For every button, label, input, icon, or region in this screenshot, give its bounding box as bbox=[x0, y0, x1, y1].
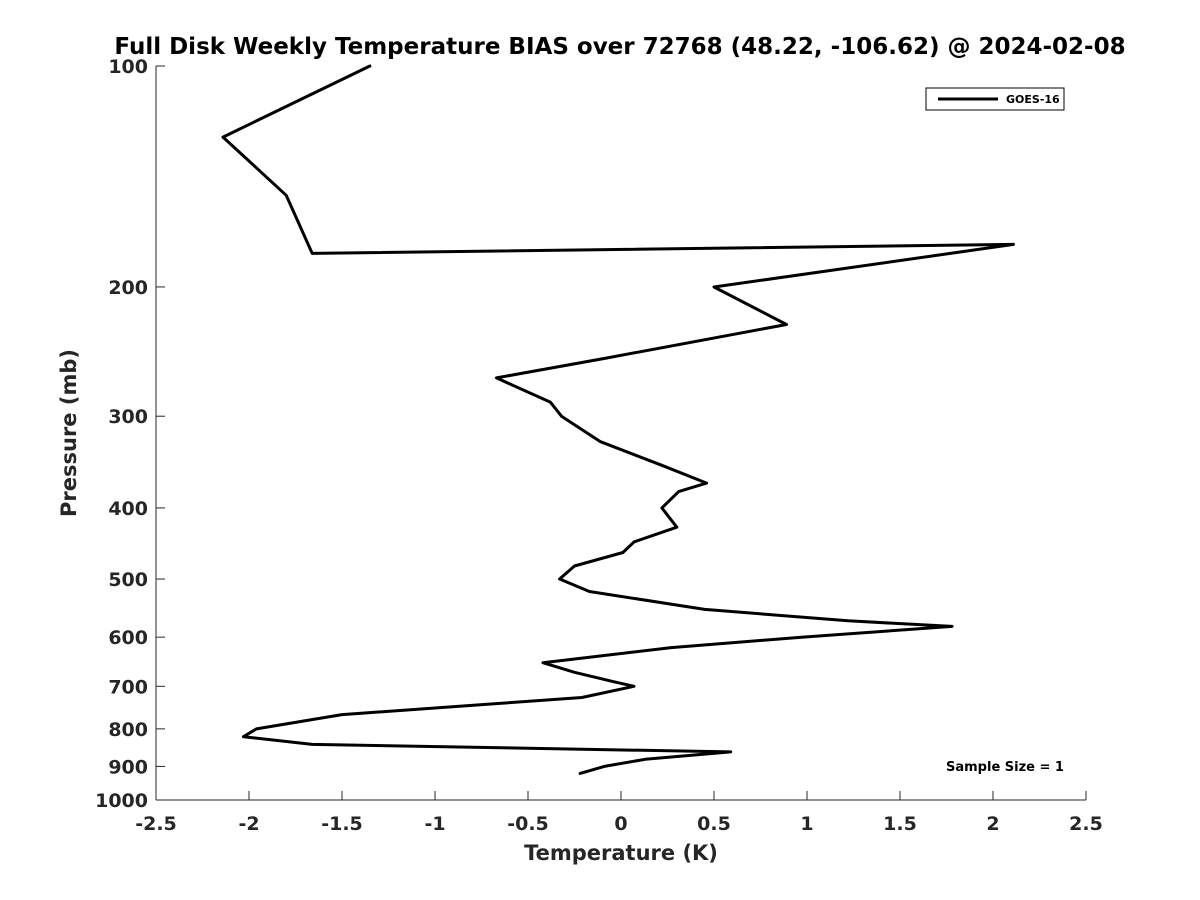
series-layer bbox=[221, 64, 1015, 775]
x-tick-label: 0.5 bbox=[697, 813, 731, 835]
y-tick-label: 800 bbox=[108, 719, 148, 741]
x-tick-label: -1.5 bbox=[321, 813, 363, 835]
x-tick-label: 1.5 bbox=[883, 813, 917, 835]
y-tick-label: 1000 bbox=[95, 790, 148, 812]
y-tick-label: 600 bbox=[108, 627, 148, 649]
series-line-goes16 bbox=[221, 64, 1015, 775]
y-tick-label: 100 bbox=[108, 56, 148, 78]
x-tick-label: -2 bbox=[238, 813, 259, 835]
x-tick-label: -2.5 bbox=[135, 813, 177, 835]
chart-title: Full Disk Weekly Temperature BIAS over 7… bbox=[114, 34, 1125, 60]
y-tick-label: 300 bbox=[108, 406, 148, 428]
y-ticks: 100 200 300 400 500 600 700 800 900 1000 bbox=[95, 56, 165, 812]
x-tick-label: -1 bbox=[424, 813, 445, 835]
y-tick-label: 500 bbox=[108, 569, 148, 591]
x-tick-label: 2 bbox=[986, 813, 999, 835]
y-axis-label: Pressure (mb) bbox=[57, 349, 81, 517]
x-axis-label: Temperature (K) bbox=[524, 841, 718, 865]
x-tick-label: 2.5 bbox=[1069, 813, 1103, 835]
x-tick-label: 0 bbox=[614, 813, 627, 835]
x-tick-label: 1 bbox=[800, 813, 813, 835]
y-tick-label: 400 bbox=[108, 498, 148, 520]
legend: GOES-16 bbox=[925, 87, 1065, 111]
legend-label-goes16: GOES-16 bbox=[1006, 93, 1060, 106]
x-ticks: -2.5 -2 -1.5 -1 -0.5 0 0.5 1 1.5 2 2.5 bbox=[135, 791, 1103, 835]
y-tick-label: 700 bbox=[108, 676, 148, 698]
y-tick-label: 200 bbox=[108, 277, 148, 299]
sample-size-annotation: Sample Size = 1 bbox=[946, 760, 1064, 775]
x-tick-label: -0.5 bbox=[507, 813, 549, 835]
y-tick-label: 900 bbox=[108, 756, 148, 778]
